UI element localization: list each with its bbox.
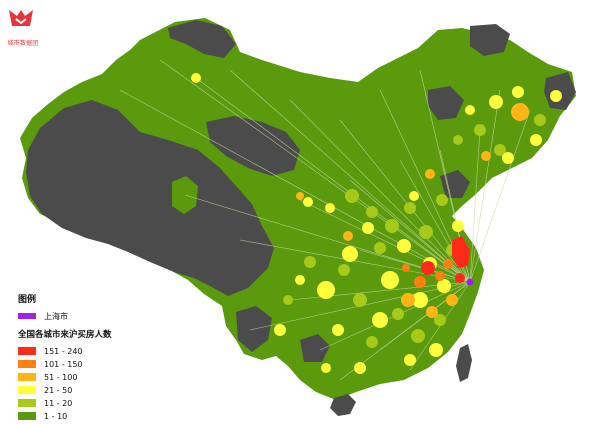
legend-class-label: 1 - 10 xyxy=(44,411,68,421)
legend-class-swatch xyxy=(18,399,36,407)
legend-class-label: 101 - 150 xyxy=(44,359,83,369)
legend-class-label: 51 - 100 xyxy=(44,372,78,382)
logo-text: 城市数据团 xyxy=(7,40,39,47)
region-jiangsu-red xyxy=(452,236,470,268)
city-classes xyxy=(191,73,562,374)
shanghai-destination xyxy=(466,278,474,286)
legend-class-list: 151 - 240 101 - 150 51 - 100 21 - 50 11 - 20… xyxy=(18,345,168,422)
legend-class-swatch xyxy=(18,360,36,368)
brand-logo: 城市数据团 xyxy=(6,6,40,47)
legend-class-label: 21 - 50 xyxy=(44,385,73,395)
region-hainan xyxy=(330,394,356,416)
legend-class-swatch xyxy=(18,373,36,381)
legend-class-row: 11 - 20 xyxy=(18,397,168,409)
region-liaoning-bay xyxy=(440,170,470,198)
legend-title: 图例 xyxy=(18,295,37,305)
legend-class-row: 101 - 150 xyxy=(18,358,168,370)
legend-class-label: 11 - 20 xyxy=(44,398,73,408)
legend-subtitle: 全国各城市来沪买房人数 xyxy=(18,330,112,340)
region-guangxi-west xyxy=(300,334,330,362)
region-xinjiang-north xyxy=(168,20,236,58)
legend-destination-label: 上海市 xyxy=(44,311,68,321)
legend-destination-swatch xyxy=(18,313,36,319)
region-northeast-north xyxy=(470,24,510,56)
legend-class-swatch xyxy=(18,347,36,355)
region-inner-mongolia-east xyxy=(428,86,464,120)
region-tibet-qinghai xyxy=(26,100,274,296)
legend-class-swatch xyxy=(18,412,36,420)
legend-class-label: 151 - 240 xyxy=(44,346,83,356)
region-northeast-east xyxy=(544,72,576,110)
legend-class-row: 151 - 240 xyxy=(18,345,168,357)
region-taiwan xyxy=(456,344,472,382)
legend-class-swatch xyxy=(18,386,36,394)
legend-class-row: 1 - 10 xyxy=(18,410,168,422)
legend-class-row: 21 - 50 xyxy=(18,384,168,396)
map-legend: 图例 上海市 全国各城市来沪买房人数 151 - 240 101 - 150 51 … xyxy=(18,292,168,423)
legend-class-row: 51 - 100 xyxy=(18,371,168,383)
logo-mark-icon xyxy=(9,10,33,26)
legend-destination-row: 上海市 xyxy=(18,310,168,322)
